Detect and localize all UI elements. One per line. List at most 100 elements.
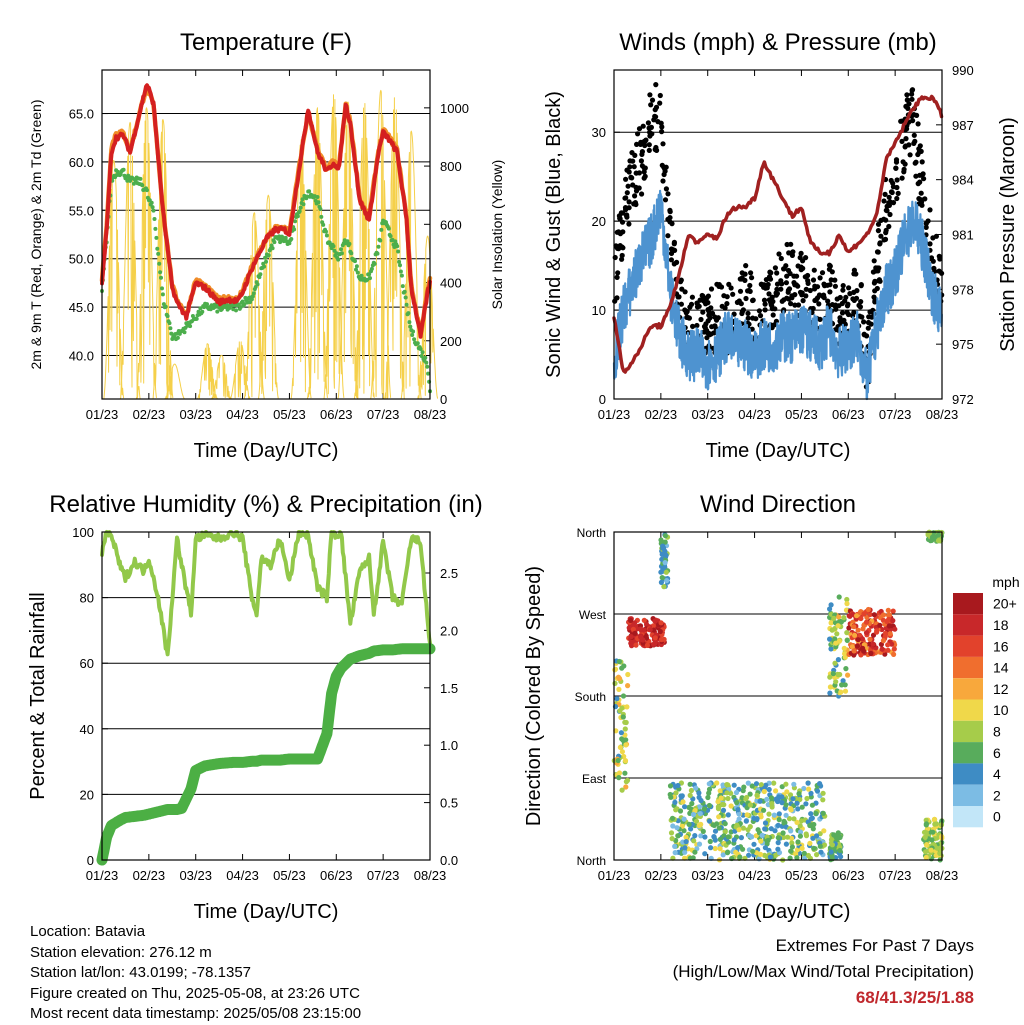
- gust-point: [904, 92, 910, 98]
- direction-point: [722, 829, 728, 835]
- direction-point: [735, 807, 741, 813]
- gust-point: [928, 255, 935, 261]
- gust-point: [927, 241, 933, 247]
- legend-label: 8: [993, 723, 1001, 739]
- gust-point: [878, 233, 884, 239]
- gust-point: [837, 294, 843, 301]
- direction-point: [651, 641, 657, 647]
- plot-border: [101, 531, 431, 861]
- gust-point: [788, 301, 794, 307]
- direction-point: [734, 800, 740, 806]
- solar-spike: [135, 107, 157, 400]
- td-point: [336, 257, 341, 262]
- gust-point: [635, 131, 641, 137]
- direction-point: [725, 795, 731, 802]
- direction-point: [743, 818, 749, 824]
- direction-point: [622, 726, 628, 732]
- y-tick-label: 65.0: [69, 107, 94, 122]
- direction-point: [662, 539, 668, 545]
- y-tick-label: 80: [80, 591, 94, 606]
- solar-spike: [119, 121, 141, 400]
- direction-point: [842, 651, 848, 657]
- gust-point: [660, 178, 666, 184]
- direction-point: [867, 611, 873, 618]
- direction-point: [707, 838, 713, 845]
- elevation-text: Station elevation: 276.12 m: [30, 943, 212, 961]
- direction-point: [662, 560, 668, 566]
- direction-point: [788, 828, 794, 834]
- direction-point: [797, 829, 804, 835]
- direction-point: [623, 742, 629, 748]
- td-point: [386, 226, 391, 231]
- y-tick-label: 50.0: [69, 252, 94, 267]
- direction-point: [781, 818, 787, 824]
- direction-point: [783, 812, 789, 818]
- direction-point: [722, 821, 728, 827]
- legend-swatch: [953, 720, 983, 743]
- direction-point: [811, 821, 817, 828]
- gust-point: [625, 183, 631, 189]
- legend-label: 14: [993, 660, 1009, 676]
- plot-border: [613, 69, 943, 400]
- gust-point: [851, 297, 857, 303]
- gust-point: [906, 142, 912, 148]
- direction-point: [652, 635, 658, 641]
- direction-point: [744, 794, 750, 801]
- td-point: [292, 227, 297, 232]
- direction-point: [692, 833, 698, 839]
- direction-point: [766, 786, 772, 793]
- gust-point: [636, 126, 643, 132]
- gust-point: [922, 196, 928, 202]
- td-point: [318, 207, 323, 211]
- direction-point: [768, 795, 775, 801]
- direction-point: [922, 834, 928, 840]
- direction-point: [757, 798, 763, 804]
- x-tick-label: 02/23: [133, 868, 166, 883]
- direction-point: [779, 784, 785, 790]
- gust-point: [884, 208, 890, 214]
- td-point: [349, 251, 354, 256]
- direction-point: [827, 690, 833, 696]
- gust-point: [641, 175, 647, 181]
- td-point: [375, 251, 380, 256]
- direction-point: [786, 816, 793, 822]
- direction-point: [789, 840, 795, 846]
- direction-point: [746, 852, 752, 858]
- direction-point: [667, 791, 673, 798]
- td-point: [321, 222, 326, 227]
- direction-point: [833, 640, 839, 646]
- gust-point: [667, 207, 673, 213]
- td-point: [121, 167, 126, 172]
- direction-point: [840, 678, 846, 684]
- gust-point: [678, 277, 684, 283]
- td-point: [319, 214, 324, 219]
- direction-point: [861, 611, 867, 617]
- gust-point: [911, 112, 917, 118]
- direction-point: [937, 850, 943, 857]
- direction-point: [858, 652, 864, 658]
- gust-point: [685, 315, 691, 321]
- gust-point: [701, 329, 707, 335]
- td-point: [388, 234, 393, 239]
- td-point: [155, 246, 160, 251]
- direction-point: [617, 676, 623, 682]
- direction-point: [809, 802, 816, 808]
- td-point: [128, 178, 133, 183]
- direction-point: [659, 551, 665, 558]
- direction-point: [687, 781, 693, 787]
- td-point: [154, 235, 159, 240]
- td-point: [420, 350, 425, 355]
- direction-point: [928, 847, 934, 853]
- solar-spike: [306, 107, 328, 400]
- gust-point: [829, 269, 835, 275]
- y-tick-label: 20: [80, 787, 94, 802]
- solar-spike: [384, 97, 406, 400]
- direction-point: [674, 825, 680, 831]
- gust-point: [690, 323, 696, 329]
- direction-point: [765, 837, 771, 844]
- x-tick-label: 08/23: [414, 407, 447, 422]
- direction-point: [845, 672, 851, 678]
- solar-spike: [210, 354, 232, 400]
- td-point: [151, 208, 156, 213]
- direction-point: [788, 835, 795, 842]
